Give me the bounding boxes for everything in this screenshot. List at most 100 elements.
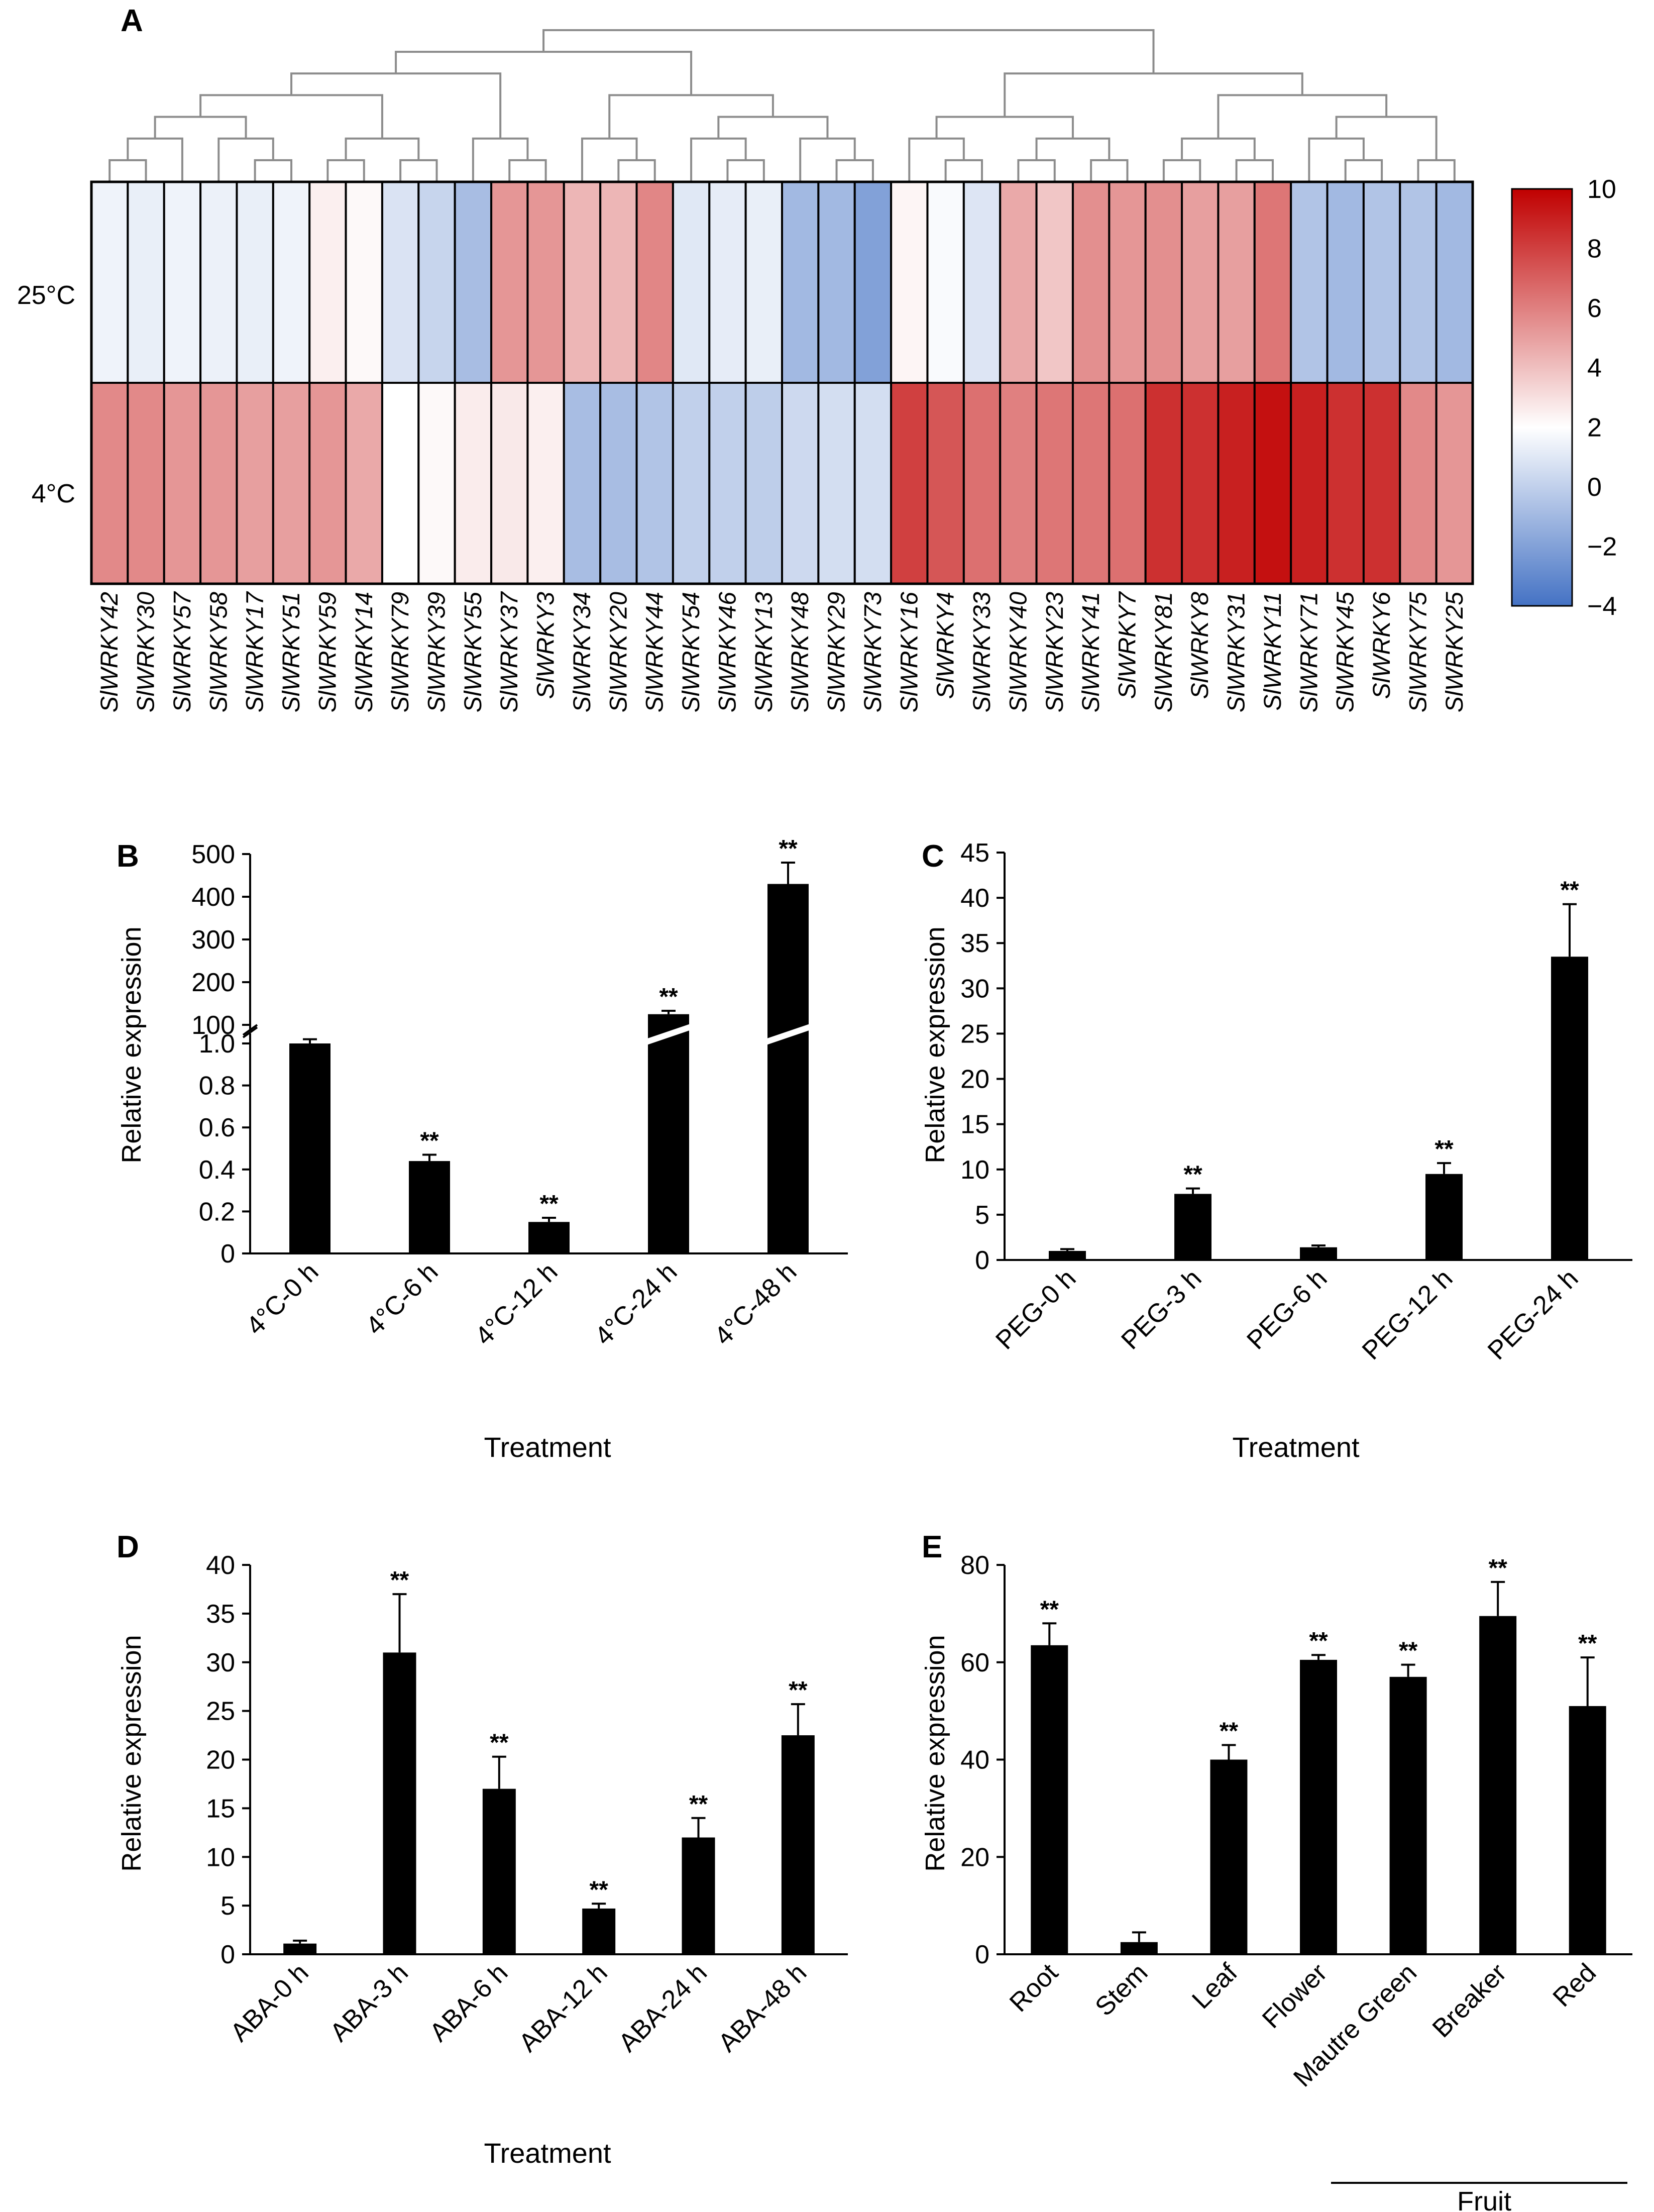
row-label-4c: 4°C [32,479,75,508]
panel-b-ylabel: Relative expression [117,926,147,1163]
y-tick-label: 5 [975,1201,989,1230]
significance-marker: ** [789,1677,808,1704]
column-label: SlWRKY73 [860,592,887,712]
heatmap-cell [90,382,129,585]
heatmap-cell [1399,181,1438,384]
dendrogram-link [944,159,983,182]
heatmap-cell [490,382,529,585]
bar [482,1788,516,1954]
column-label: SlWRKY81 [1151,592,1177,712]
x-tick-label: Flower [1257,1958,1333,2034]
bar [289,1043,330,1253]
x-tick-label: 4°C-6 h [360,1257,444,1340]
x-tick-label: Root [1004,1958,1064,2018]
heatmap-cell [526,382,565,585]
bar [1551,957,1588,1260]
heatmap-cell [926,382,965,585]
significance-marker: ** [539,1191,559,1217]
y-tick-label: 30 [206,1648,235,1677]
significance-marker: ** [390,1567,409,1594]
fruit-group-label: Fruit [1457,2186,1511,2212]
dendrogram-link [1181,137,1256,160]
y-tick-label: 1.0 [199,1029,235,1059]
heatmap-cell [163,382,202,585]
dendrogram-link [395,51,693,95]
heatmap-cell [853,382,893,585]
column-label: SlWRKY6 [1369,592,1395,699]
heatmap-cell [708,181,747,384]
bar-break-mark [763,1023,813,1045]
heatmap-cell [890,382,929,585]
heatmap-cell [817,181,856,384]
column-label: SlWRKY31 [1224,592,1250,712]
y-tick-label: 35 [960,929,989,958]
column-label: SlWRKY44 [642,592,669,712]
bar-break-mark [644,1023,693,1045]
bar [1479,1616,1517,1954]
y-tick-label: 20 [206,1746,235,1775]
colorbar-tick-label: 2 [1587,413,1602,442]
heatmap-cell [1253,382,1292,585]
heatmap-cell [599,382,638,585]
heatmap-cell [417,382,456,585]
y-tick-label: 10 [206,1843,235,1872]
heatmap-cell [962,382,1002,585]
y-tick-label: 0 [975,1940,989,1969]
heatmap-cell [853,181,893,384]
column-label: SlWRKY14 [351,592,378,712]
y-tick-label: 40 [960,884,989,913]
heatmap-cell [1290,181,1329,384]
heatmap-cell [308,181,347,384]
column-label: SlWRKY58 [205,592,232,712]
heatmap-cell [308,382,347,585]
dendrogram-link [726,159,765,182]
dendrogram-link [326,159,365,182]
significance-marker: ** [1488,1555,1507,1582]
bar [1120,1942,1158,1954]
heatmap-cell [236,382,274,585]
y-tick-label: 0 [220,1940,235,1969]
column-label: SlWRKY42 [96,592,123,712]
column-label: SlWRKY71 [1296,592,1322,712]
x-tick-label: PEG-24 h [1482,1263,1584,1365]
y-tick-label: 0.6 [199,1113,235,1142]
bar [1389,1676,1427,1954]
heatmap-cell [1217,382,1256,585]
heatmap-cell [890,181,929,384]
colorbar-tick-label: 6 [1587,294,1602,323]
dendrogram-link [1344,159,1383,182]
heatmap-cell [1435,181,1474,384]
heatmap-cell [454,382,493,585]
y-tick-label: 20 [960,1065,989,1094]
colorbar-tick-label: 0 [1587,473,1602,502]
y-tick-label: 30 [960,974,989,1003]
heatmap-cell [417,181,456,384]
heatmap-cell [381,382,420,585]
significance-marker: ** [1040,1596,1059,1623]
significance-marker: ** [779,835,798,862]
heatmap-cell [1035,181,1074,384]
colorbar-tick-label: 10 [1587,175,1616,204]
y-tick-label: 100 [191,1011,235,1040]
heatmap-cell [1108,181,1147,384]
heatmap-cell [817,382,856,585]
heatmap-cell [1071,181,1111,384]
heatmap-cell [999,181,1038,384]
x-tick-label: ABA-24 h [613,1958,713,2057]
panel-e-tissue-chart: E Relative expression Fruit 0 20 40 60 80 ** R… [920,1530,1632,2212]
dendrogram-link [717,116,829,139]
dendrogram-link [199,94,383,139]
y-tick-label: 40 [206,1551,235,1580]
heatmap-cell [962,181,1002,384]
significance-marker: ** [490,1730,509,1756]
heatmap-cell [490,181,529,384]
heatmap-cell [272,382,311,585]
y-tick-label: 10 [960,1155,989,1185]
significance-marker: ** [1183,1162,1202,1188]
column-label: SlWRKY51 [278,592,305,712]
heatmap-cell [1181,181,1220,384]
x-tick-label: 4°C-24 h [589,1257,683,1351]
axis-break-mark [242,1026,258,1038]
dendrogram-link [254,159,293,182]
